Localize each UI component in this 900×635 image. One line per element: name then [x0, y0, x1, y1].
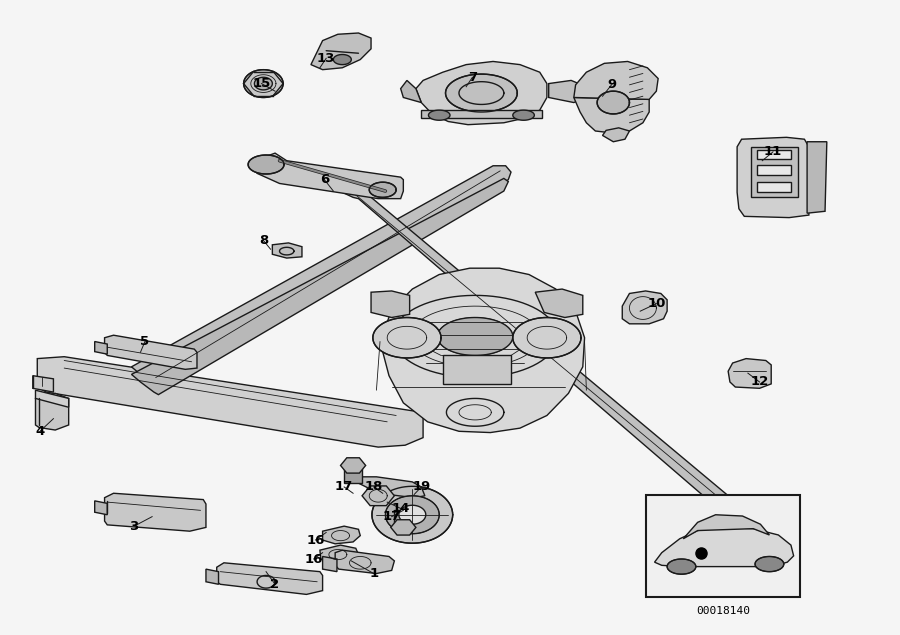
Text: 19: 19 [412, 481, 430, 493]
Polygon shape [37, 357, 423, 447]
Text: 10: 10 [647, 297, 665, 310]
Polygon shape [737, 137, 809, 218]
Polygon shape [437, 318, 513, 356]
Polygon shape [380, 268, 585, 432]
Polygon shape [32, 376, 53, 392]
Polygon shape [206, 569, 219, 584]
Text: 9: 9 [607, 78, 616, 91]
Polygon shape [131, 166, 511, 386]
Polygon shape [35, 390, 68, 407]
Polygon shape [728, 359, 771, 389]
Polygon shape [94, 342, 107, 354]
Text: 17: 17 [382, 510, 400, 523]
Polygon shape [757, 150, 791, 159]
Polygon shape [358, 477, 425, 498]
Polygon shape [369, 182, 396, 197]
Polygon shape [255, 153, 403, 199]
Polygon shape [322, 526, 360, 544]
Text: 00018140: 00018140 [696, 606, 750, 616]
Text: 7: 7 [468, 70, 477, 84]
Text: 14: 14 [392, 502, 410, 515]
Polygon shape [622, 291, 667, 324]
Text: 1: 1 [369, 567, 378, 580]
Polygon shape [416, 62, 547, 124]
Text: 12: 12 [751, 375, 769, 389]
Polygon shape [654, 528, 794, 566]
Text: 6: 6 [320, 173, 329, 186]
Polygon shape [751, 147, 798, 197]
Text: 15: 15 [253, 77, 271, 90]
Polygon shape [399, 505, 426, 525]
Polygon shape [757, 164, 791, 175]
Polygon shape [598, 91, 629, 114]
Polygon shape [446, 74, 518, 112]
Polygon shape [513, 110, 535, 120]
Polygon shape [310, 33, 371, 70]
Polygon shape [574, 98, 649, 133]
Polygon shape [807, 142, 827, 213]
Polygon shape [248, 155, 284, 174]
Text: 18: 18 [364, 481, 382, 493]
Text: 16: 16 [306, 533, 325, 547]
Polygon shape [104, 493, 206, 531]
Polygon shape [344, 465, 362, 483]
Bar [645, 495, 800, 597]
Polygon shape [683, 515, 770, 538]
Text: 3: 3 [130, 519, 139, 533]
Polygon shape [428, 110, 450, 120]
Polygon shape [35, 393, 68, 430]
Polygon shape [373, 318, 441, 358]
Polygon shape [574, 62, 658, 100]
Text: 16: 16 [304, 552, 323, 566]
Polygon shape [667, 559, 696, 574]
Polygon shape [255, 77, 273, 90]
Text: 17: 17 [335, 481, 354, 493]
Polygon shape [273, 243, 302, 258]
Text: 4: 4 [35, 425, 45, 438]
Polygon shape [602, 128, 629, 142]
Polygon shape [757, 182, 791, 192]
Polygon shape [372, 486, 453, 543]
Text: 5: 5 [140, 335, 149, 348]
Polygon shape [320, 545, 358, 563]
Polygon shape [371, 291, 410, 318]
Polygon shape [333, 55, 351, 65]
Polygon shape [755, 556, 784, 572]
Polygon shape [244, 70, 284, 98]
Text: 8: 8 [259, 234, 268, 247]
Polygon shape [94, 501, 107, 515]
Polygon shape [217, 563, 322, 594]
Text: 11: 11 [764, 145, 782, 158]
Polygon shape [104, 335, 197, 370]
Text: 13: 13 [317, 52, 336, 65]
Polygon shape [443, 356, 511, 384]
Polygon shape [385, 496, 439, 533]
Polygon shape [335, 550, 394, 573]
Polygon shape [394, 510, 412, 528]
Polygon shape [322, 556, 337, 572]
Polygon shape [400, 81, 421, 102]
Polygon shape [536, 289, 583, 318]
Polygon shape [513, 318, 581, 358]
Polygon shape [131, 178, 508, 394]
Polygon shape [421, 110, 542, 118]
Text: 2: 2 [271, 578, 280, 591]
Polygon shape [342, 190, 757, 531]
Polygon shape [549, 81, 587, 102]
